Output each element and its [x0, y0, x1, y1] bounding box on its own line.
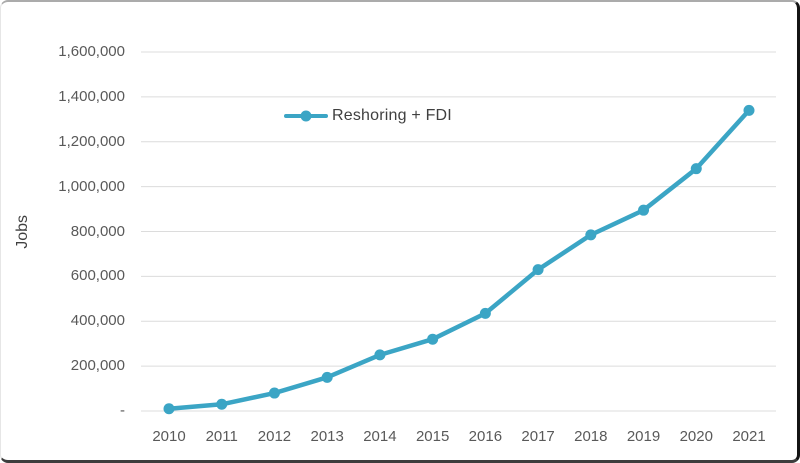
series-line: [166, 108, 752, 412]
y-tick-label: 800,000: [70, 222, 125, 240]
legend-label: Reshoring + FDI: [332, 107, 452, 124]
legend-dot-icon: [300, 110, 312, 122]
data-point-marker: [690, 163, 702, 175]
data-point-marker: [374, 349, 386, 361]
x-tick-label: 2014: [363, 428, 397, 445]
data-point-marker: [216, 398, 228, 410]
legend-line-marker-icon: [284, 110, 328, 122]
x-tick-label: 2020: [679, 428, 713, 445]
data-point-marker: [743, 104, 755, 116]
y-tick-label: 1,400,000: [58, 87, 125, 105]
x-tick-label: 2011: [205, 428, 238, 445]
x-tick-label: 2013: [310, 428, 344, 445]
data-point-marker: [479, 307, 491, 319]
data-point-marker: [427, 333, 439, 345]
x-tick-label: 2017: [521, 428, 555, 445]
data-point-marker: [638, 204, 650, 216]
data-point-marker: [585, 229, 597, 241]
data-point-marker: [163, 403, 175, 415]
y-tick-label: 600,000: [70, 267, 125, 285]
data-point-marker: [321, 371, 333, 383]
x-tick-label: 2021: [732, 428, 766, 445]
y-tick-label: 400,000: [70, 312, 125, 330]
y-tick-label: -: [120, 402, 125, 419]
x-tick-label: 2018: [574, 428, 608, 445]
data-point-marker: [532, 264, 544, 276]
y-tick-label: 1,000,000: [58, 177, 125, 195]
x-tick-label: 2012: [257, 428, 292, 445]
y-tick-label: 200,000: [70, 357, 125, 375]
legend: Reshoring + FDI: [284, 105, 452, 127]
data-point-marker: [268, 387, 280, 399]
y-tick-label: 1,200,000: [58, 132, 125, 150]
x-tick-label: 2019: [626, 428, 661, 445]
x-tick-label: 2015: [415, 428, 450, 445]
x-tick-label: 2016: [468, 428, 503, 445]
x-tick-label: 2010: [152, 428, 186, 445]
y-tick-label: 1,600,000: [58, 43, 125, 60]
